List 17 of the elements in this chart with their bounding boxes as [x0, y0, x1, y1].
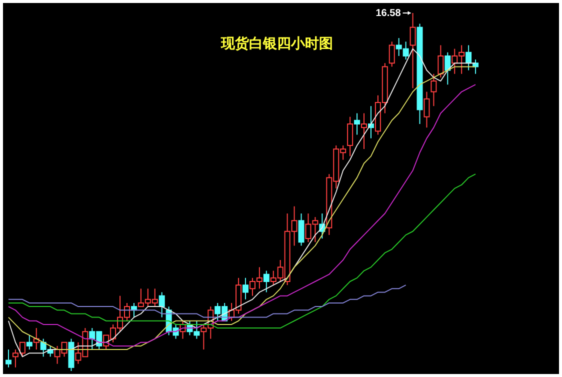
candlestick [6, 349, 12, 368]
candlestick [347, 116, 354, 157]
candlestick [26, 334, 32, 350]
candlestick [438, 44, 444, 78]
candlestick [354, 112, 360, 136]
candlestick [466, 44, 472, 71]
annotation: 16.58 [376, 8, 402, 19]
candlestick [444, 52, 451, 86]
candlestick [424, 91, 430, 128]
candlestick [298, 212, 304, 246]
text: 现货白银四小时图 [221, 35, 333, 53]
candlestick [158, 292, 165, 318]
candlestick [361, 112, 367, 150]
candlestick [263, 270, 270, 293]
candlestick [242, 277, 248, 300]
candlestick [430, 73, 437, 107]
candlestick [388, 41, 395, 68]
